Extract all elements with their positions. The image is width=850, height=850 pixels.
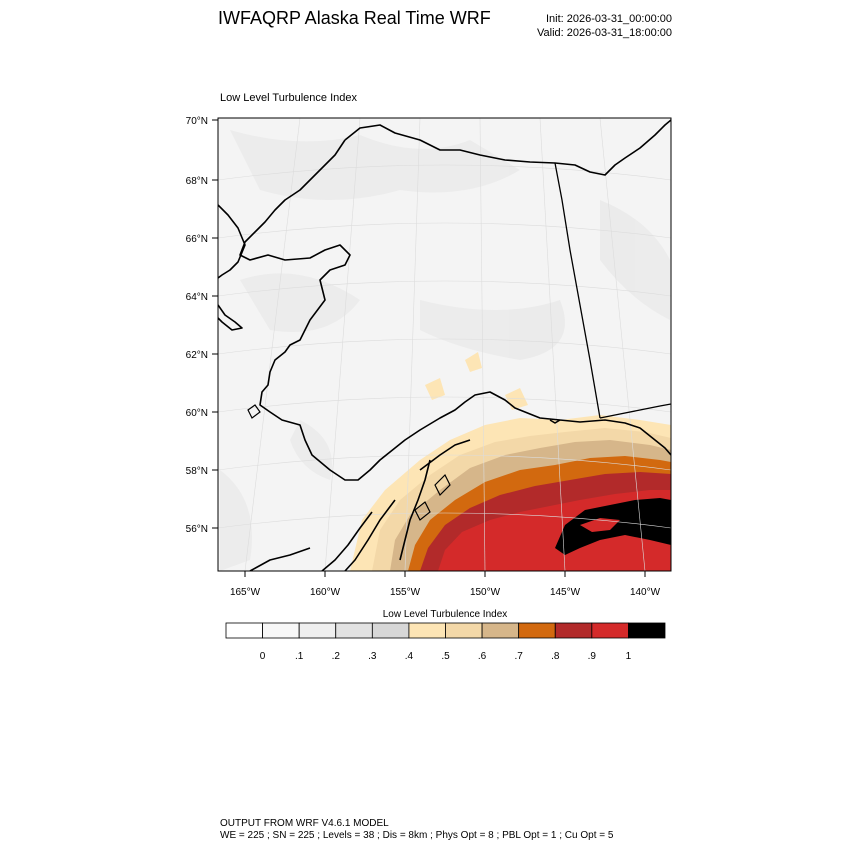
lon-label: 140°W	[630, 587, 661, 598]
coastline	[218, 119, 671, 571]
lat-label: 70°N	[186, 116, 208, 127]
lon-label: 150°W	[470, 587, 501, 598]
colorbar-swatch	[591, 622, 629, 639]
colorbar-label: .1	[295, 651, 304, 662]
lat-axis: 70°N 68°N 66°N 64°N 62°N 60°N 58°N 56°N	[186, 116, 218, 535]
colorbar-swatch	[225, 622, 263, 639]
lon-label: 160°W	[310, 587, 341, 598]
lat-label: 58°N	[186, 466, 208, 477]
colorbar-label: .8	[551, 651, 560, 662]
lon-label: 165°W	[230, 587, 261, 598]
colorbar-swatch	[445, 622, 483, 639]
colorbar-label: 1	[626, 651, 632, 662]
graticule	[218, 118, 671, 571]
contour-inner	[580, 518, 620, 532]
colorbar-swatch	[408, 622, 446, 639]
valid-time: Valid: 2026-03-31_18:00:00	[537, 27, 672, 39]
colorbar-swatch	[262, 622, 300, 639]
colorbar-label: .6	[478, 651, 487, 662]
panel-title: Low Level Turbulence Index	[220, 92, 357, 104]
colorbar-swatch	[554, 622, 593, 639]
colorbar-label: .9	[588, 651, 597, 662]
colorbar-label: .4	[405, 651, 414, 662]
lat-label: 60°N	[186, 408, 208, 419]
footer-model: OUTPUT FROM WRF V4.6.1 MODEL	[220, 818, 389, 829]
lon-label: 155°W	[390, 587, 421, 598]
lat-label: 68°N	[186, 176, 208, 187]
colorbar-title: Low Level Turbulence Index	[382, 609, 508, 620]
border	[554, 162, 671, 419]
colorbar-label: 0	[260, 651, 266, 662]
init-time: Init: 2026-03-31_00:00:00	[546, 13, 672, 25]
lat-label: 62°N	[186, 350, 208, 361]
colorbar: 0 .1 .2 .3 .4 .5 .6 .7 .8 .9 1	[225, 622, 666, 662]
colorbar-swatch	[335, 622, 373, 639]
colorbar-swatch	[371, 622, 410, 639]
lat-label: 64°N	[186, 292, 208, 303]
lat-label: 66°N	[186, 234, 208, 245]
colorbar-swatch	[518, 622, 556, 639]
islands	[247, 404, 451, 521]
map-area	[218, 118, 671, 571]
colorbar-label: .3	[368, 651, 377, 662]
footer-config: WE = 225 ; SN = 225 ; Levels = 38 ; Dis …	[220, 830, 614, 841]
lon-label: 145°W	[550, 587, 581, 598]
colorbar-label: .5	[441, 651, 450, 662]
lat-label: 56°N	[186, 524, 208, 535]
colorbar-label: .7	[514, 651, 523, 662]
colorbar-swatch	[298, 622, 337, 639]
lon-axis: 165°W 160°W 155°W 150°W 145°W 140°W	[230, 571, 661, 598]
page-title: IWFAQRP Alaska Real Time WRF	[218, 8, 491, 28]
colorbar-label: .2	[332, 651, 341, 662]
map-frame	[217, 117, 672, 572]
light-field-patches	[220, 130, 670, 571]
colorbar-swatch	[628, 622, 666, 639]
colorbar-swatch	[481, 622, 520, 639]
